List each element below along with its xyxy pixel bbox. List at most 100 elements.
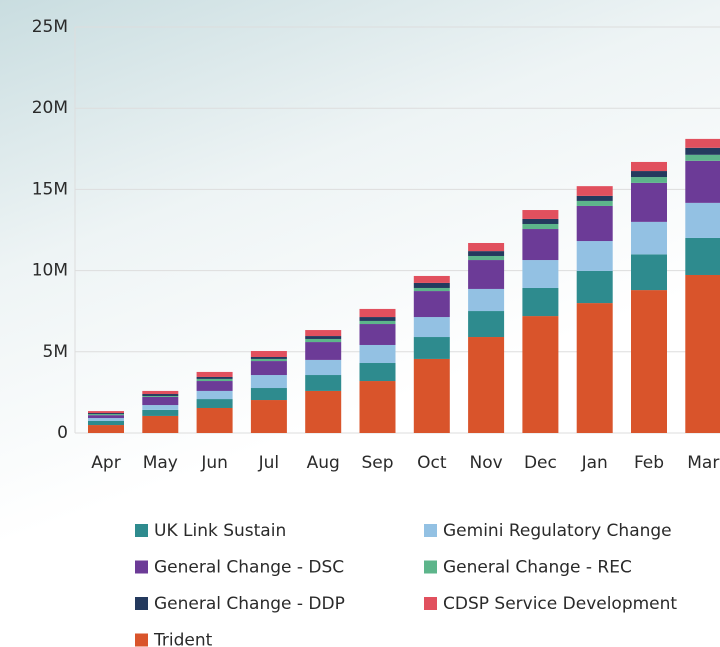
legend-label: General Change - REC: [443, 558, 632, 578]
bar-segment: [577, 186, 613, 196]
x-tick-label: Mar: [687, 453, 719, 473]
bar-segment: [305, 391, 341, 433]
x-tick-label: May: [143, 453, 178, 473]
bar-segment: [142, 410, 178, 416]
bar-segment: [522, 229, 558, 260]
x-tick-label: Feb: [634, 453, 664, 473]
bar-segment: [522, 224, 558, 229]
bar-segment: [88, 425, 124, 433]
bar-segment: [88, 418, 124, 421]
bar-segment: [142, 396, 178, 397]
bar-segment: [685, 155, 720, 161]
x-tick-label: Jun: [200, 453, 228, 473]
bar-segment: [88, 421, 124, 425]
legend-swatch: [135, 597, 148, 610]
x-tick-label: Jul: [258, 453, 280, 473]
legend-swatch: [424, 524, 437, 537]
bar-segment: [305, 375, 341, 391]
bar-segment: [197, 408, 233, 433]
bar-segment: [360, 309, 396, 317]
bar-segment: [142, 394, 178, 396]
legend-label: Trident: [153, 631, 213, 647]
bar-segment: [685, 203, 720, 238]
bar-segment: [577, 196, 613, 201]
bar-segment: [197, 372, 233, 377]
bar-segment: [360, 363, 396, 381]
bar-segment: [360, 321, 396, 324]
bar-segment: [251, 359, 287, 361]
bar-segment: [142, 405, 178, 410]
legend-swatch: [135, 524, 148, 537]
legend-swatch: [135, 634, 148, 647]
bar-segment: [468, 311, 504, 337]
bar-segment: [88, 411, 124, 413]
bar-segment: [360, 324, 396, 345]
legend-swatch: [135, 561, 148, 574]
x-tick-label: Jan: [581, 453, 608, 473]
bar-segment: [522, 210, 558, 219]
bar-segment: [414, 283, 450, 288]
bar-segment: [88, 413, 124, 414]
bar-segment: [251, 357, 287, 359]
bar-segment: [305, 360, 341, 375]
bar-segment: [305, 336, 341, 339]
bar-segment: [197, 381, 233, 391]
x-tick-label: Nov: [470, 453, 503, 473]
bar-segment: [251, 375, 287, 388]
bar-segment: [468, 243, 504, 251]
bar-segment: [414, 359, 450, 433]
bar-segment: [414, 276, 450, 283]
bar-segment: [522, 260, 558, 288]
bar-segment: [142, 397, 178, 405]
legend-swatch: [424, 561, 437, 574]
bar-segment: [577, 303, 613, 433]
legend-swatch: [424, 597, 437, 610]
bar-segment: [88, 414, 124, 415]
bar-segment: [142, 416, 178, 433]
y-tick-label: 20M: [32, 98, 68, 118]
bar-segment: [685, 148, 720, 155]
bar-segment: [631, 171, 667, 177]
bar-segment: [685, 275, 720, 433]
bar-segment: [685, 238, 720, 275]
bar-segment: [251, 351, 287, 357]
y-tick-label: 15M: [32, 179, 68, 199]
x-tick-label: Apr: [91, 453, 120, 473]
bar-segment: [360, 317, 396, 321]
bar-segment: [414, 337, 450, 359]
bar-segment: [305, 339, 341, 342]
bar-segment: [631, 177, 667, 183]
bar-segment: [197, 399, 233, 408]
legend-label: General Change - DDP: [154, 594, 345, 614]
bar-segment: [197, 391, 233, 399]
bar-segment: [360, 381, 396, 433]
y-tick-label: 5M: [43, 342, 68, 362]
legend-label: General Change - DSC: [154, 558, 344, 578]
x-tick-label: Sep: [361, 453, 393, 473]
bar-segment: [414, 317, 450, 337]
legend-label: CDSP Service Development: [443, 594, 677, 614]
bar-segment: [197, 379, 233, 381]
bar-segment: [522, 219, 558, 224]
x-tick-label: Oct: [417, 453, 447, 473]
bar-segment: [631, 222, 667, 254]
bar-segment: [631, 183, 667, 222]
bar-segment: [142, 391, 178, 394]
x-tick-label: Aug: [307, 453, 340, 473]
bar-segment: [468, 251, 504, 256]
bar-segment: [251, 400, 287, 433]
bar-segment: [360, 345, 396, 363]
bar-segment: [631, 290, 667, 433]
bar-segment: [631, 162, 667, 171]
y-tick-label: 0: [57, 423, 68, 443]
bar-segment: [631, 254, 667, 290]
bar-segment: [88, 415, 124, 418]
bar-segment: [685, 139, 720, 148]
legend-label: UK Link Sustain: [154, 521, 286, 541]
bar-segment: [468, 337, 504, 433]
bar-segment: [414, 288, 450, 291]
bar-segment: [251, 361, 287, 375]
bar-segment: [468, 289, 504, 311]
legend-label: Gemini Regulatory Change: [443, 521, 672, 541]
bar-segment: [305, 342, 341, 360]
